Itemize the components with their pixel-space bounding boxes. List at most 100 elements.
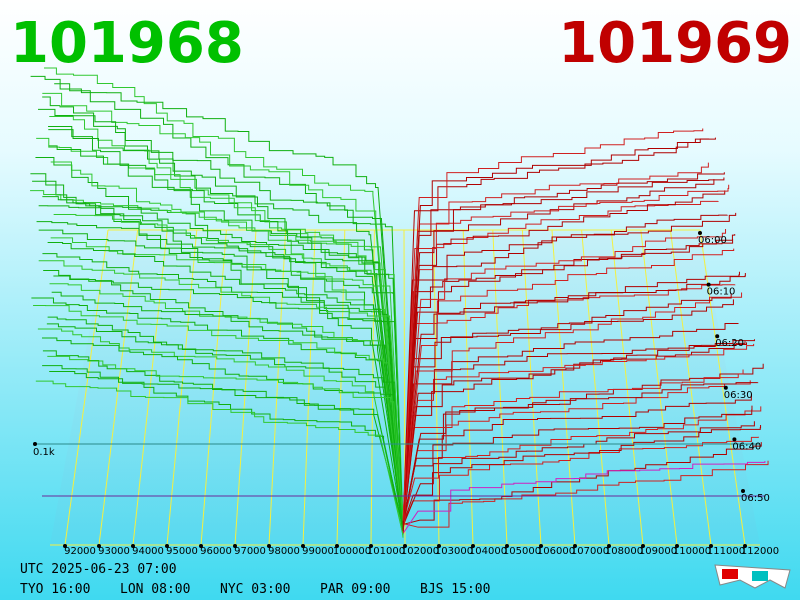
ask-curve (402, 406, 762, 523)
tick-dot (97, 544, 101, 548)
tick-dot (199, 544, 203, 548)
ask-curve (402, 177, 725, 533)
bid-curve (50, 237, 404, 534)
ask-curve (402, 273, 746, 521)
tick-dot (675, 544, 679, 548)
bid-curve (31, 297, 404, 534)
tick-dot (63, 544, 67, 548)
bid-curve (47, 242, 404, 523)
time-label: 06:30 (724, 390, 753, 401)
tick-dot (267, 544, 271, 548)
grid-line (699, 229, 746, 546)
x-tick-label: 104000 (469, 546, 507, 557)
tick-dot (369, 544, 373, 548)
bid-curve (35, 156, 404, 525)
bid-curve (38, 205, 404, 535)
bid-curve (42, 350, 404, 527)
grid-line (551, 229, 576, 546)
x-tick-label: 106000 (537, 546, 575, 557)
depth-label: 0.1k (33, 447, 55, 458)
tick-dot (607, 544, 611, 548)
time-dot (698, 231, 702, 235)
ask-curve (402, 214, 728, 532)
bid-curve (33, 305, 404, 527)
x-tick-label: 99000 (302, 546, 334, 557)
x-tick-label: 112000 (741, 546, 779, 557)
bid-curve (41, 337, 404, 532)
grid-line (521, 229, 542, 546)
tick-dot (131, 544, 135, 548)
tick-dot (301, 544, 305, 548)
bid-curve (42, 196, 404, 535)
bid-curve (37, 108, 404, 535)
tick-dot (403, 544, 407, 548)
x-tick-label: 105000 (503, 546, 541, 557)
time-label: 06:00 (698, 235, 727, 246)
bid-curve (38, 260, 404, 527)
time-dot (741, 489, 745, 493)
ask-curve (402, 380, 751, 530)
bid-curve (36, 221, 404, 528)
x-tick-label: 107000 (571, 546, 609, 557)
time-dot (723, 385, 728, 390)
bid-curve (53, 213, 404, 528)
axis-labels: 92000 93000 94000 95000 96000 97000 98000 99000… (20, 231, 779, 597)
city-time: NYC 03:00 (220, 582, 290, 597)
ask-curve (402, 460, 769, 528)
grid-line (492, 229, 508, 546)
grid-line (462, 229, 474, 546)
bid-curve (47, 355, 404, 521)
ask-curve (402, 405, 753, 526)
x-tick-label: 95000 (166, 546, 198, 557)
ask-curve (402, 137, 716, 531)
time-label: 06:10 (707, 287, 736, 298)
ask-curve (402, 436, 759, 526)
ask-curve (402, 228, 727, 535)
glasses-icon (714, 564, 791, 589)
ask-curve (402, 442, 762, 525)
ask-curve (402, 341, 746, 525)
tick-dot (335, 544, 339, 548)
grid-line (610, 229, 644, 546)
ask-curve (402, 128, 704, 521)
ask-curve (402, 271, 740, 523)
grid-line (268, 229, 287, 546)
tick-dot (539, 544, 543, 548)
bid-curve (43, 270, 404, 528)
x-tick-label: 108000 (605, 546, 643, 557)
bid-curve (49, 115, 404, 524)
city-time: BJS 15:00 (420, 582, 490, 597)
ask-curve (402, 162, 709, 534)
x-tick-label: 92000 (64, 546, 96, 557)
tick-dot (165, 544, 169, 548)
ask-curve (402, 179, 715, 533)
grid-line (200, 229, 227, 546)
ask-curve (402, 382, 759, 525)
x-tick-label: 94000 (132, 546, 164, 557)
ask-curve (402, 292, 743, 524)
ask-curve (402, 212, 737, 533)
ask-curve (402, 369, 744, 522)
grid-line (370, 229, 375, 546)
bid-curve (49, 371, 404, 528)
bid-curve (48, 129, 404, 529)
ask-price: 101969 (558, 11, 792, 76)
bid-curve (35, 380, 404, 536)
bid-curve (51, 291, 404, 526)
bid-curve (49, 283, 404, 523)
x-tick-label: 96000 (200, 546, 232, 557)
bid-curve (48, 125, 404, 531)
x-tick-label: 93000 (98, 546, 130, 557)
x-tick-label: 102000 (401, 546, 439, 557)
bid-curve (36, 137, 404, 524)
x-tick-label: 111000 (707, 546, 745, 557)
ask-curve (402, 200, 719, 525)
city-time: TYO 16:00 (20, 582, 90, 597)
tick-dot (437, 544, 441, 548)
ask-curve (402, 393, 752, 524)
depth-marker (33, 442, 37, 446)
ask-curve (402, 172, 725, 530)
x-tick-label: 98000 (268, 546, 300, 557)
